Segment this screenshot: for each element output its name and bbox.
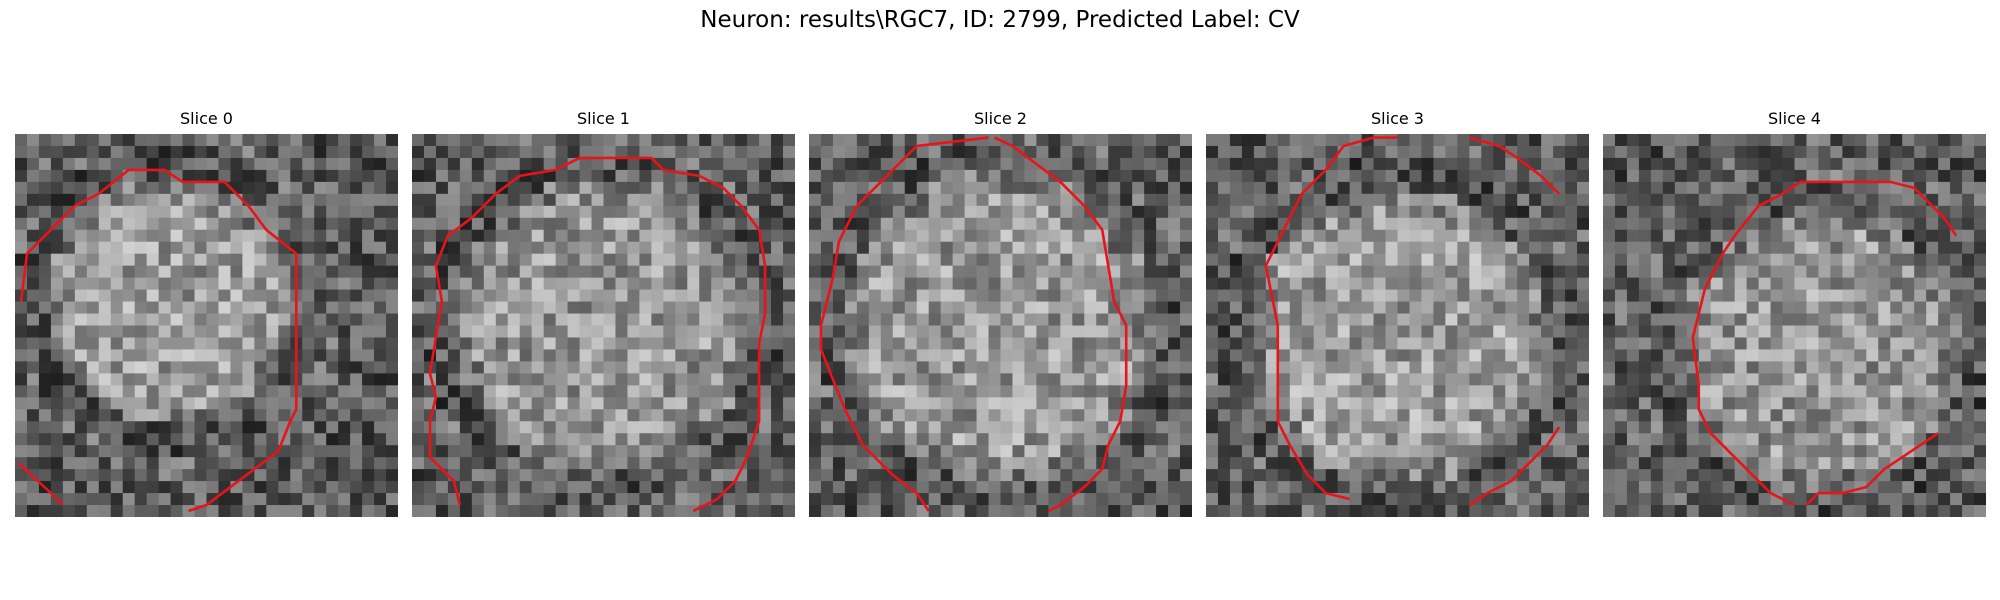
- segmentation-contour: [819, 136, 989, 512]
- slice-panel-3: Slice 3: [1206, 108, 1589, 517]
- slice-title: Slice 4: [1768, 109, 1821, 128]
- slice-panel-1: Slice 1: [412, 108, 795, 517]
- segmentation-contour: [19, 168, 298, 513]
- slice-title: Slice 3: [1371, 109, 1424, 128]
- slice-image: [1206, 134, 1589, 517]
- slice-image-canvas: [15, 134, 398, 517]
- slice-title: Slice 0: [180, 109, 233, 128]
- figure-title: Neuron: results\RGC7, ID: 2799, Predicte…: [700, 7, 1300, 33]
- slice-panel-4: Slice 4: [1603, 108, 1986, 517]
- segmentation-contour: [428, 156, 767, 513]
- segmentation-contour: [1805, 432, 1939, 506]
- slice-image-canvas: [1206, 134, 1589, 517]
- segmentation-contour: [1468, 426, 1561, 507]
- segmentation-contour: [1264, 136, 1398, 501]
- segmentation-contour: [17, 462, 64, 506]
- slice-panel-2: Slice 2: [809, 108, 1192, 517]
- slice-image: [15, 134, 398, 517]
- segmentation-contour: [1691, 180, 1958, 507]
- slice-image: [412, 134, 795, 517]
- slice-title: Slice 1: [577, 109, 630, 128]
- slice-panel-0: Slice 0: [15, 108, 398, 517]
- slice-image-canvas: [809, 134, 1192, 517]
- slice-image: [1603, 134, 1986, 517]
- slice-image: [809, 134, 1192, 517]
- slice-image-canvas: [412, 134, 795, 517]
- segmentation-contour: [993, 136, 1128, 513]
- slice-title: Slice 2: [974, 109, 1027, 128]
- segmentation-contour: [1468, 136, 1561, 195]
- slice-image-canvas: [1603, 134, 1986, 517]
